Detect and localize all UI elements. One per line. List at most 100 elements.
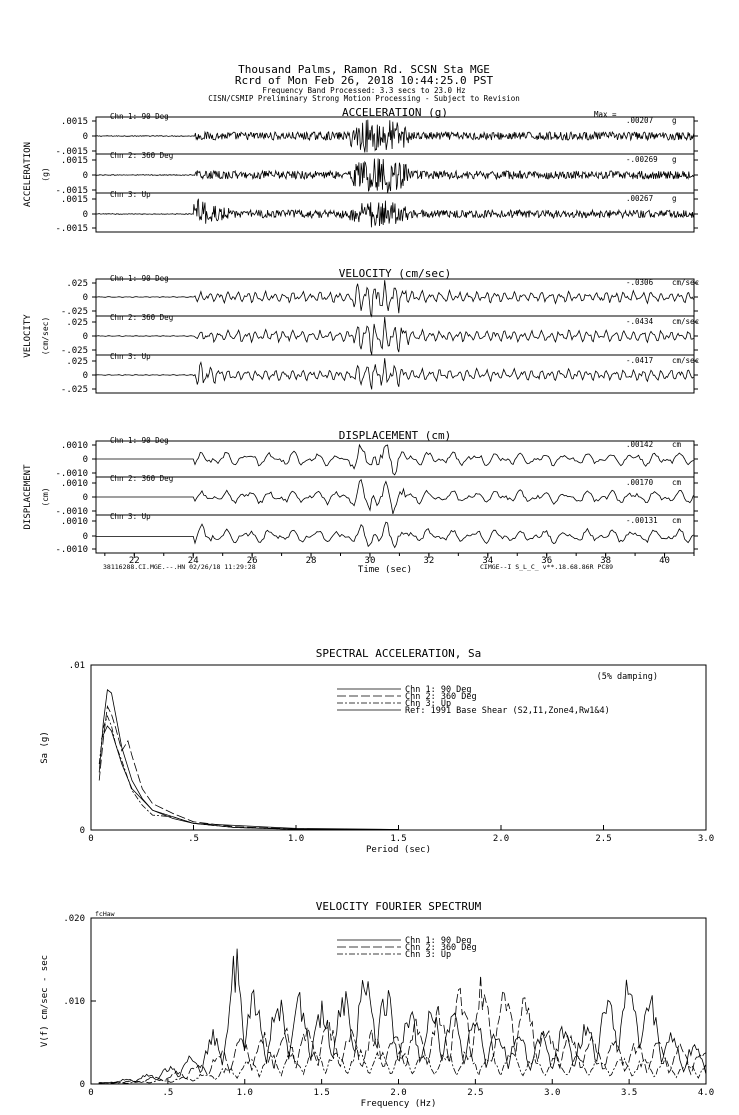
- x-tick-label: 40: [659, 556, 670, 566]
- y-tick-label: .025: [66, 318, 88, 328]
- header-processing-note: CISN/CSMIP Preliminary Strong Motion Pro…: [208, 94, 520, 103]
- y-tick-label: 0: [80, 1080, 85, 1090]
- time-series-panel: DISPLACEMENT (cm) DISPLACEMENT (cm) .0010 0 -…: [23, 429, 698, 555]
- channel-max-unit: cm: [672, 478, 682, 487]
- x-tick-label: 36: [541, 556, 552, 566]
- y-tick-label: 0: [83, 371, 88, 381]
- y-tick-label: -.0015: [55, 224, 88, 234]
- footer-processing-code: CIMGE--I S_L_C_ v**.18.68.86R PC89: [480, 563, 613, 571]
- y-tick-label: .0015: [61, 117, 88, 127]
- panel-side-label: ACCELERATION: [23, 142, 33, 207]
- legend-label: Chn 2: 360 Deg: [405, 943, 477, 953]
- chart-corner-label: fcHaw: [95, 910, 115, 918]
- y-tick-label: -.0015: [55, 186, 88, 196]
- channel-max-unit: g: [672, 194, 677, 203]
- y-tick-label: .025: [66, 357, 88, 367]
- y-tick-label: -.025: [61, 346, 88, 356]
- legend-label: Chn 2: 360 Deg: [405, 692, 477, 702]
- y-tick-label: -.025: [61, 385, 88, 395]
- panel-title: ACCELERATION (g): [342, 106, 448, 119]
- panel-unit-label: (cm): [41, 487, 50, 506]
- x-tick-label: 2.0: [390, 1088, 406, 1098]
- channel-max-unit: g: [672, 116, 677, 125]
- time-series-panel: VELOCITY (cm/sec) VELOCITY (cm/sec) .025 0 -.…: [23, 267, 699, 395]
- channel-trace: [95, 198, 695, 228]
- channel-name: Chn 1: 90 Deg: [110, 436, 169, 445]
- x-tick-label: 2.5: [467, 1088, 483, 1098]
- y-tick-label: 0: [83, 493, 88, 503]
- x-tick-label: 4.0: [698, 1088, 714, 1098]
- x-tick-label: 3.5: [621, 1088, 637, 1098]
- x-tick-label: 1.0: [288, 834, 304, 844]
- series-line: [98, 704, 399, 831]
- channel-max-unit: cm/sec: [672, 356, 699, 365]
- y-tick-label: -.025: [61, 307, 88, 317]
- y-tick-label: 0: [83, 532, 88, 542]
- max-prefix: Max =: [594, 110, 617, 119]
- x-tick-label: 38: [600, 556, 611, 566]
- time-series-layer: ACCELERATION (g) ACCELERATION (g) .0015 0 -.0…: [23, 106, 699, 575]
- y-axis-label: Sa (g): [40, 731, 50, 764]
- channel-name: Chn 2: 360 Deg: [110, 313, 173, 322]
- channel-max-unit: cm/sec: [672, 317, 699, 326]
- channel-trace: [96, 478, 694, 515]
- x-tick-label: .5: [162, 1088, 173, 1098]
- channel-max-value: -.00131: [626, 516, 658, 525]
- time-axis-label: Time (sec): [358, 565, 412, 575]
- y-tick-label: .0010: [61, 517, 88, 527]
- panel-title: VELOCITY (cm/sec): [339, 267, 452, 280]
- y-tick-label: -.0010: [55, 507, 88, 517]
- y-tick-label: 0: [83, 171, 88, 181]
- x-axis-label: Period (sec): [366, 845, 431, 855]
- x-tick-label: 2.5: [595, 834, 611, 844]
- y-tick-label: 0: [83, 332, 88, 342]
- header-record-date: Rcrd of Mon Feb 26, 2018 10:44:25.0 PST: [235, 74, 494, 87]
- channel-name: Chn 2: 360 Deg: [110, 151, 173, 160]
- channel-max-value: .00142: [626, 440, 653, 449]
- x-tick-label: .5: [188, 834, 199, 844]
- channel-max-unit: g: [672, 155, 677, 164]
- y-tick-label: 0: [80, 826, 85, 836]
- x-tick-label: 0: [88, 834, 93, 844]
- chart-title: VELOCITY FOURIER SPECTRUM: [316, 900, 482, 913]
- panel-unit-label: (g): [41, 167, 50, 181]
- velocity-fourier-spectrum-chart: VELOCITY FOURIER SPECTRUM 0 .5 1.0 1.5 2.0 2.5…: [40, 900, 714, 1109]
- time-series-panel: ACCELERATION (g) ACCELERATION (g) .0015 0 -.0…: [23, 106, 698, 234]
- chart-frame: [90, 917, 707, 1085]
- x-tick-label: 2.0: [493, 834, 509, 844]
- series-line: [98, 975, 706, 1084]
- panel-unit-label: (cm/sec): [41, 317, 50, 356]
- channel-max-value: -.00269: [626, 155, 658, 164]
- series-line: [100, 725, 399, 830]
- x-tick-label: 3.0: [698, 834, 714, 844]
- x-tick-label: 24: [188, 556, 199, 566]
- x-tick-label: 30: [365, 556, 376, 566]
- x-tick-label: 22: [129, 556, 140, 566]
- channel-name: Chn 2: 360 Deg: [110, 474, 173, 483]
- panel-side-label: DISPLACEMENT: [23, 464, 33, 530]
- chart-title: SPECTRAL ACCELERATION, Sa: [316, 647, 482, 660]
- chart-annotation: (5% damping): [597, 672, 658, 682]
- panel-side-label: VELOCITY: [23, 314, 33, 358]
- header-frequency-band: Frequency Band Processed: 3.3 secs to 23…: [262, 86, 465, 95]
- x-tick-label: 1.5: [390, 834, 406, 844]
- series-line: [98, 1046, 707, 1085]
- channel-max-unit: cm: [672, 516, 682, 525]
- y-tick-label: .0015: [61, 156, 88, 166]
- x-tick-label: 3.0: [544, 1088, 560, 1098]
- x-axis-label: Frequency (Hz): [361, 1099, 437, 1109]
- y-tick-label: .0010: [61, 441, 88, 451]
- header-station-title: Thousand Palms, Ramon Rd. SCSN Sta MGE: [238, 63, 490, 76]
- legend-label: Ref: 1991 Base Shear (S2,I1,Zone4,Rw1&4): [405, 706, 610, 716]
- channel-max-value: .00267: [626, 194, 653, 203]
- x-tick-label: 1.5: [313, 1088, 329, 1098]
- panel-title: DISPLACEMENT (cm): [339, 429, 452, 442]
- legend-label: Chn 3: Up: [405, 699, 451, 709]
- chart-frame: [90, 664, 707, 831]
- channel-max-unit: cm: [672, 440, 682, 449]
- series-line: [98, 714, 399, 831]
- y-tick-label: .025: [66, 279, 88, 289]
- legend-label: Chn 3: Up: [405, 950, 451, 960]
